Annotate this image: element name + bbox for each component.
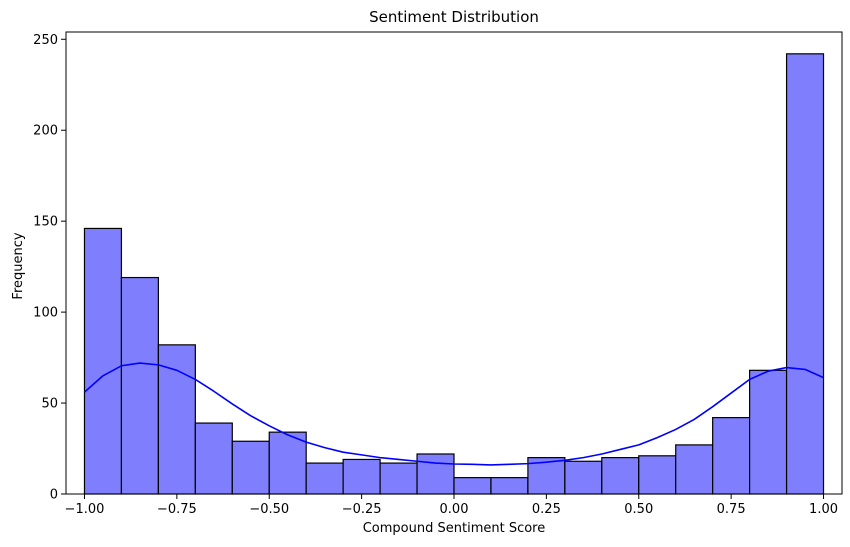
y-tick-label: 50 <box>41 397 58 412</box>
y-tick-label: 200 <box>33 124 58 139</box>
histogram-bar <box>120 276 159 495</box>
chart-title: Sentiment Distribution <box>369 8 539 26</box>
y-tick-label: 150 <box>33 215 58 230</box>
x-tick-label: −0.25 <box>342 502 382 517</box>
histogram-bar <box>675 444 714 495</box>
histogram-bar <box>379 462 418 495</box>
histogram-bar <box>453 477 492 495</box>
x-tick-label: −1.00 <box>65 502 105 517</box>
histogram-bar <box>305 462 344 495</box>
x-tick-label: −0.50 <box>249 502 289 517</box>
histogram-bar <box>83 227 123 495</box>
histogram-bar <box>638 455 677 495</box>
histogram-bar <box>601 457 640 495</box>
histogram-bar <box>564 460 603 495</box>
histogram-bar <box>416 453 455 495</box>
y-axis-label: Frequency <box>11 232 26 299</box>
y-tick-label: 250 <box>33 33 58 48</box>
y-tick-label: 100 <box>33 306 58 321</box>
x-axis-label: Compound Sentiment Score <box>363 521 546 536</box>
y-tick-label: 0 <box>50 488 58 503</box>
histogram-bar <box>490 477 529 495</box>
x-tick-label: −0.75 <box>157 502 197 517</box>
histogram-bar <box>785 53 825 495</box>
x-tick-label: 1.00 <box>809 502 838 517</box>
x-tick-label: 0.50 <box>624 502 653 517</box>
histogram-bar <box>194 422 233 495</box>
y-axis-ticks: 0 50 100 150 200 250 <box>33 33 66 503</box>
histogram-bar <box>749 369 788 495</box>
x-tick-label: 0.75 <box>717 502 746 517</box>
x-tick-label: 0.00 <box>440 502 469 517</box>
histogram-bar <box>342 458 381 495</box>
histogram-bar <box>712 417 751 495</box>
kde-line <box>83 362 824 466</box>
bars-layer <box>83 53 825 495</box>
x-tick-label: 0.25 <box>532 502 561 517</box>
x-axis-ticks: −1.00 −0.75 −0.50 −0.25 0.00 0.25 0.50 0.75 1.00 <box>65 494 838 517</box>
histogram-bar <box>231 440 270 495</box>
histogram-bar <box>268 431 307 495</box>
kde-layer <box>83 362 824 466</box>
